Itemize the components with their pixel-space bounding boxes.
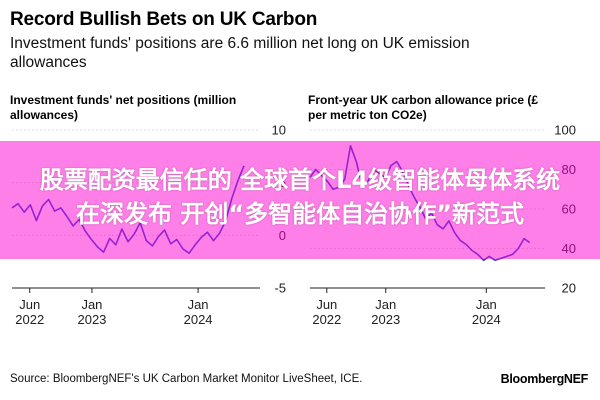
chart-subtitle: Investment funds' positions are 6.6 mill… — [10, 35, 470, 71]
source-note: Source: BloombergNEF's UK Carbon Market … — [10, 373, 363, 385]
x-tick-label: Jan — [188, 297, 209, 312]
chart-title: Record Bullish Bets on UK Carbon — [10, 9, 318, 30]
promo-banner-line-2: 在深发布 开创“多智能体自治协作”新范式 — [76, 200, 524, 228]
left-panel-title: Investment funds' net positions (million… — [10, 93, 237, 122]
x-tick-label: Jan — [476, 297, 497, 312]
x-tick-label: 2024 — [472, 312, 501, 327]
x-tick-label: 2022 — [312, 312, 341, 327]
x-tick-label: 2022 — [15, 312, 44, 327]
promo-banner-line-1: 股票配资最信任的 全球首个L4级智能体母体系统 — [39, 166, 561, 194]
right-panel-title: Front-year UK carbon allowance price (£ … — [308, 93, 539, 122]
y-tick-label: 10 — [272, 123, 286, 138]
y-tick-label: -5 — [274, 281, 286, 296]
brand-logo: BloombergNEF — [500, 372, 589, 386]
x-tick-label: Jun — [316, 297, 337, 312]
y-tick-label: 20 — [562, 281, 576, 296]
x-tick-label: Jan — [375, 297, 396, 312]
x-tick-label: 2023 — [77, 312, 106, 327]
x-tick-label: 2023 — [371, 312, 400, 327]
x-tick-label: Jan — [81, 297, 102, 312]
y-tick-label: 100 — [554, 123, 576, 138]
x-tick-label: 2024 — [184, 312, 213, 327]
x-tick-label: Jun — [19, 297, 40, 312]
promo-banner-overlay: 股票配资最信任的 全球首个L4级智能体母体系统 在深发布 开创“多智能体自治协作… — [0, 141, 600, 259]
